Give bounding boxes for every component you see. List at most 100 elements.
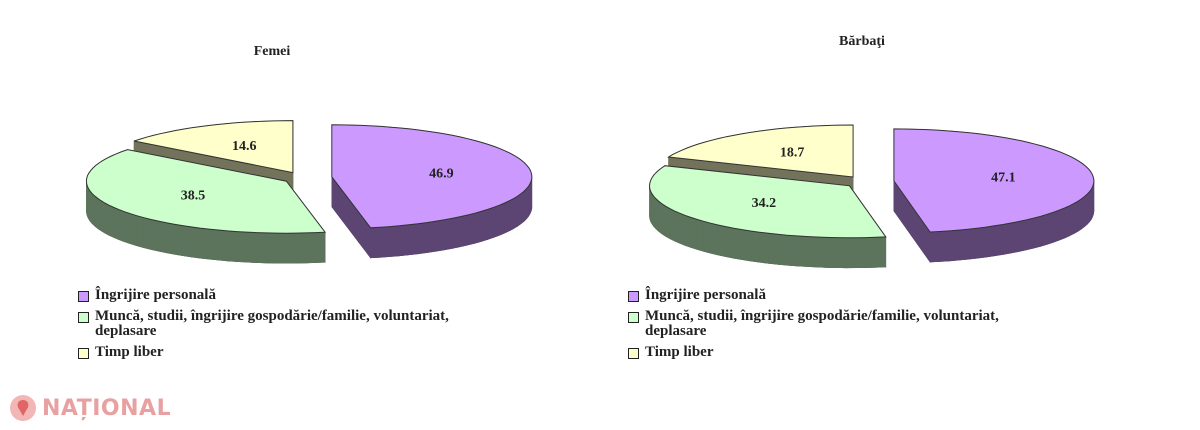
slice-wall (474, 211, 482, 244)
slice-wall (655, 198, 659, 232)
slice-wall (669, 208, 675, 242)
slice-wall (305, 232, 316, 264)
watermark: NAȚIONAL (8, 393, 171, 423)
slice-wall (658, 200, 663, 235)
slice-wall (517, 192, 522, 227)
legend-label: Îngrijire personală (645, 287, 766, 303)
slice-wall (1002, 222, 1012, 255)
chart-title: Bărbaţi (839, 34, 885, 49)
chart-panel: Bărbaţi 47.1 34.2 18.7 Îngrijire personală Mu… (580, 0, 1180, 430)
slice-wall (246, 231, 257, 263)
slice-wall (717, 224, 727, 257)
legend-swatch (78, 291, 89, 302)
slice-wall (994, 224, 1004, 257)
slice-wall (985, 225, 995, 258)
data-label: 14.6 (232, 139, 257, 154)
slice-wall (130, 213, 138, 247)
slice-wall (733, 227, 743, 260)
slice-wall (513, 195, 519, 229)
slice-wall (1058, 207, 1065, 241)
slice-wall (399, 224, 410, 257)
legend: Îngrijire personală Muncă, studii, îngrij… (78, 288, 508, 366)
slice-wall (443, 218, 453, 251)
slice-wall (150, 219, 159, 252)
slice-wall (227, 230, 238, 262)
slice-wall (379, 226, 391, 258)
pie-slice (133, 120, 294, 174)
slice-wall (825, 237, 837, 268)
legend-item: Timp liber (78, 345, 508, 360)
slice-wall (97, 197, 102, 232)
logo (10, 395, 36, 421)
legend-label: Timp liber (95, 344, 164, 360)
slice-wall (520, 190, 525, 225)
slice-wall (1073, 200, 1079, 235)
slice-wall (845, 237, 857, 269)
slice-wall (958, 228, 969, 261)
legend-item: Timp liber (628, 345, 1058, 360)
data-label: 34.2 (752, 196, 777, 211)
legend-label: Muncă, studii, îngrijire gospodărie/fami… (95, 308, 449, 339)
slice-wall (875, 236, 887, 268)
slice-wall (408, 223, 419, 256)
watermark-text: NAȚIONAL (42, 395, 172, 421)
slice-wall (741, 229, 751, 262)
legend-item: Muncă, studii, îngrijire gospodărie/fami… (78, 309, 508, 339)
slice-wall (104, 202, 110, 236)
slice-wall (1010, 221, 1020, 254)
slice-wall (451, 216, 461, 249)
legend: Îngrijire personală Muncă, studii, îngrij… (628, 288, 1058, 366)
slice-wall (1068, 203, 1075, 237)
slice-wall (1052, 209, 1060, 243)
slice-wall (777, 233, 788, 266)
slice-wall (217, 229, 228, 262)
slice-wall (696, 219, 704, 252)
legend-item: Muncă, studii, îngrijire gospodărie/fami… (628, 309, 1058, 339)
slice-wall (679, 212, 686, 246)
slice-wall (100, 200, 106, 234)
slice-wall (939, 230, 950, 262)
slice-wall (295, 232, 306, 264)
slice-wall (690, 216, 698, 250)
pie-slice (85, 149, 327, 234)
slice-wall (113, 207, 120, 241)
slice-wall (94, 195, 98, 229)
slice-wall (118, 209, 126, 243)
slice-wall (480, 208, 489, 242)
slice-wall (199, 227, 210, 260)
legend-swatch (628, 312, 639, 323)
slice-wall (466, 212, 475, 246)
slice-wall (786, 234, 797, 267)
data-label: 18.7 (780, 145, 805, 160)
slice-wall (370, 226, 381, 259)
slice-wall (504, 200, 510, 234)
slice-wall (1046, 211, 1054, 245)
slice-wall (1087, 190, 1091, 225)
slice-wall (190, 226, 201, 259)
slice-wall (725, 226, 735, 259)
slice-wall (1026, 217, 1035, 251)
slice-wall (1033, 215, 1041, 249)
pie-slice (893, 128, 1095, 233)
slice-wall (1064, 205, 1070, 239)
slice-wall (509, 197, 515, 232)
slice-wall (815, 236, 827, 268)
slice-wall (948, 229, 960, 262)
slice-wall (166, 222, 175, 255)
legend-item: Îngrijire personală (628, 288, 1058, 303)
slice-wall (684, 214, 692, 248)
slice-wall (976, 226, 987, 259)
slice-wall (182, 225, 192, 258)
slice-wall (1081, 195, 1086, 230)
slice-wall (435, 219, 445, 252)
slice-wall (265, 232, 277, 264)
slice-wall (1084, 193, 1088, 228)
legend-label: Timp liber (645, 344, 714, 360)
slice-wall (174, 223, 183, 256)
slice-wall (389, 225, 400, 257)
slice-wall (143, 217, 152, 250)
slice-wall (499, 202, 506, 236)
slice-wall (285, 232, 297, 264)
data-label: 47.1 (991, 171, 1016, 186)
